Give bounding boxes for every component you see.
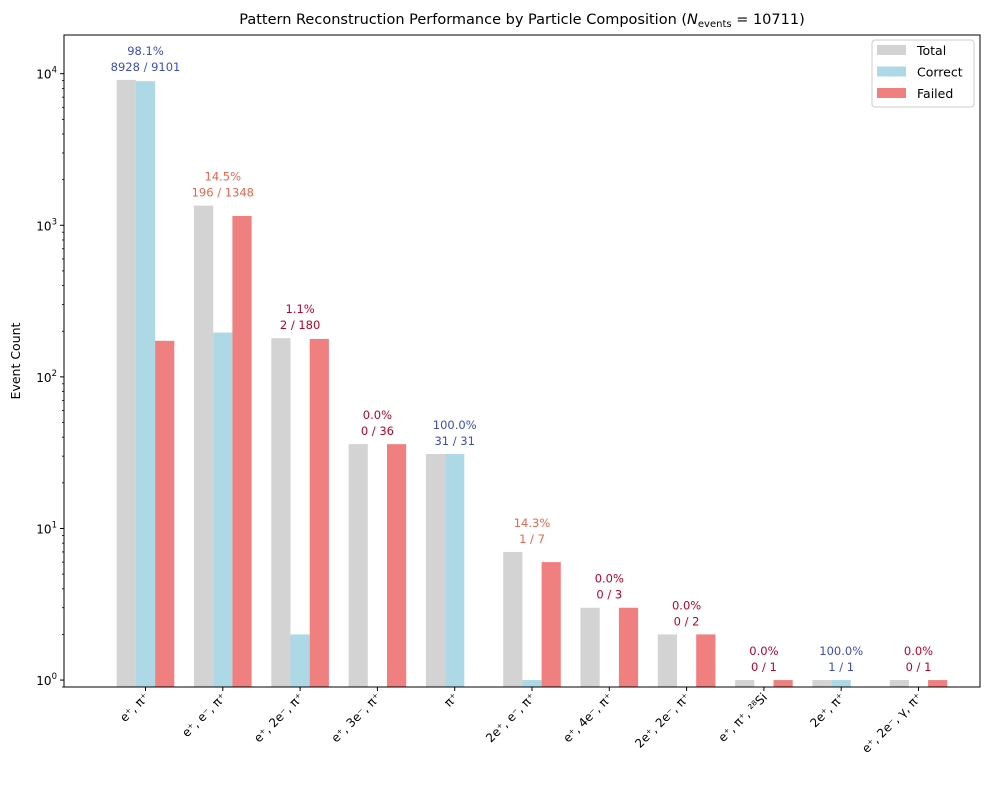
legend: Total Correct Failed (871, 39, 975, 108)
x-tick-label-2: e⁺, 2e⁻, π⁺ (251, 690, 306, 745)
x-tick-label-1: e⁺, e⁻, π⁺ (179, 690, 229, 740)
bar-failed-5 (541, 562, 561, 687)
bar-total-3 (348, 444, 368, 687)
bar-total-2 (271, 338, 291, 687)
y-tick-label-3: 103 (36, 217, 57, 233)
bar-failed-7 (696, 634, 716, 687)
bar-failed-2 (309, 338, 329, 687)
bar-correct-2 (290, 634, 310, 687)
annotation-fraction-7: 0 / 2 (674, 614, 700, 628)
x-tick-label-5: 2e⁺, e⁻, π⁺ (483, 690, 538, 745)
legend-label-total: Total (916, 43, 946, 58)
annotation-percent-7: 0.0% (672, 598, 701, 612)
bar-total-7 (657, 634, 677, 687)
bar-correct-4 (445, 453, 465, 687)
bar-failed-0 (155, 340, 175, 687)
bar-failed-10 (928, 680, 948, 687)
bar-total-5 (503, 551, 523, 687)
annotation-percent-3: 0.0% (363, 408, 392, 422)
x-tick-label-3: e⁺, 3e⁻, π⁺ (328, 690, 383, 745)
annotation-percent-2: 1.1% (285, 302, 314, 316)
x-tick-label-9: 2e⁺, π⁺ (807, 690, 847, 730)
bar-correct-9 (831, 680, 851, 687)
legend-label-correct: Correct (917, 65, 963, 80)
annotations-layer: 98.1% 8928 / 9101 14.5% 196 / 1348 1.1% 2 / 1… (111, 44, 934, 674)
x-tick-label-8: e⁺, π⁺, ²⁸Si (715, 690, 770, 745)
y-tick-label-2: 102 (36, 369, 57, 385)
x-tick-label-0: e⁺, π⁺ (117, 690, 152, 725)
bar-failed-3 (387, 444, 407, 687)
x-tick-label-7: 2e⁺, 2e⁻, π⁺ (632, 690, 692, 750)
annotation-percent-5: 14.3% (514, 516, 551, 530)
y-axis-label: Event Count (8, 322, 23, 399)
legend-swatch-failed (877, 88, 906, 98)
bar-correct-5 (522, 680, 542, 687)
legend-label-failed: Failed (917, 86, 953, 101)
x-tick-label-4: π⁺ (441, 690, 460, 709)
y-tick-label-1: 101 (36, 520, 57, 536)
annotation-percent-0: 98.1% (127, 44, 164, 58)
bar-failed-1 (232, 215, 252, 687)
bar-correct-0 (135, 81, 156, 687)
annotation-fraction-6: 0 / 3 (596, 588, 622, 602)
annotation-fraction-0: 8928 / 9101 (111, 60, 181, 74)
annotation-fraction-9: 1 / 1 (828, 660, 854, 674)
bar-total-9 (812, 680, 832, 687)
bar-total-8 (735, 680, 755, 687)
bar-total-10 (889, 680, 909, 687)
x-tick-label-10: e⁺, 2e⁻, γ, π⁺ (859, 690, 924, 755)
plot-frame (63, 34, 981, 688)
bar-failed-8 (773, 680, 793, 687)
annotation-percent-4: 100.0% (433, 418, 477, 432)
x-tick-label-6: e⁺, 4e⁻, π⁺ (560, 690, 615, 745)
annotation-fraction-1: 196 / 1348 (192, 186, 254, 200)
annotation-percent-1: 14.5% (205, 170, 242, 184)
annotation-fraction-8: 0 / 1 (751, 660, 777, 674)
bar-correct-1 (213, 332, 233, 687)
bar-failed-6 (618, 607, 639, 687)
chart-title: Pattern Reconstruction Performance by Pa… (239, 12, 805, 30)
annotation-percent-10: 0.0% (904, 644, 933, 658)
annotation-percent-9: 100.0% (819, 644, 863, 658)
bars-layer (116, 79, 948, 687)
annotation-fraction-10: 0 / 1 (906, 660, 932, 674)
legend-swatch-correct (877, 66, 906, 77)
y-tick-label-0: 100 (36, 672, 57, 688)
bar-total-0 (116, 79, 136, 687)
y-axis: 100 101 102 103 104 (36, 66, 64, 688)
annotation-fraction-3: 0 / 36 (361, 424, 394, 438)
annotation-percent-8: 0.0% (749, 644, 778, 658)
annotation-fraction-4: 31 / 31 (434, 434, 474, 448)
annotation-fraction-2: 2 / 180 (280, 318, 320, 332)
bar-total-4 (425, 453, 446, 687)
x-axis: e⁺, π⁺ e⁺, e⁻, π⁺ e⁺, 2e⁻, π⁺ e⁺, 3e⁻, π⁺ π⁺… (117, 687, 925, 756)
bar-total-6 (580, 607, 600, 687)
y-tick-label-4: 104 (36, 66, 57, 82)
legend-swatch-total (877, 45, 906, 55)
bar-total-1 (194, 205, 214, 687)
annotation-fraction-5: 1 / 7 (519, 532, 545, 546)
annotation-percent-6: 0.0% (595, 572, 624, 586)
